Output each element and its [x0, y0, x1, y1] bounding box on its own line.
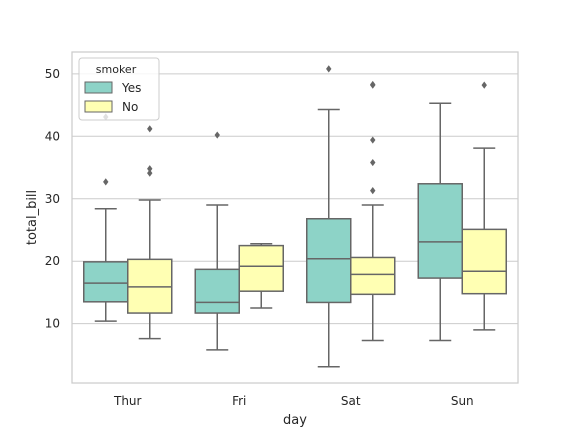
legend-swatch	[84, 100, 113, 113]
outlier-point	[326, 65, 332, 73]
outlier-point	[103, 178, 109, 186]
y-tick-label: 20	[45, 254, 60, 268]
box-no-sun	[461, 81, 507, 331]
outlier-point	[214, 131, 220, 139]
x-tick-label: Sat	[341, 394, 361, 408]
y-tick-label: 40	[45, 129, 60, 143]
box-no-sat	[350, 80, 396, 342]
iqr-box	[194, 268, 240, 314]
box-plot-boxes	[83, 65, 507, 368]
legend-entry-no: No	[84, 100, 138, 114]
axis-ticks: 10 20 30 40 50 Thur Fri Sat Sun	[45, 67, 474, 408]
x-tick-label: Fri	[232, 394, 246, 408]
legend-label: Yes	[121, 81, 141, 95]
iqr-box	[238, 244, 284, 292]
iqr-box	[461, 228, 507, 295]
box-yes-sat	[306, 65, 352, 368]
outlier-point	[370, 136, 376, 144]
y-tick-label: 30	[45, 192, 60, 206]
outlier-point	[370, 158, 376, 167]
outlier-point	[370, 187, 376, 195]
legend-entries: Yes No	[84, 81, 141, 114]
legend-title: smoker	[96, 63, 137, 76]
box-no-fri	[238, 242, 284, 309]
legend-entry-yes: Yes	[84, 81, 141, 95]
box-no-thur	[127, 125, 173, 340]
outlier-point	[147, 165, 153, 173]
iqr-box	[350, 256, 396, 296]
iqr-box	[83, 261, 129, 303]
x-axis-label: day	[283, 413, 307, 428]
box-yes-thur	[83, 113, 129, 322]
box-yes-sun	[417, 102, 463, 342]
legend-swatch	[84, 81, 113, 94]
plot-frame	[71, 51, 519, 384]
x-tick-label: Sun	[451, 394, 474, 408]
legend: smoker Yes No	[78, 57, 160, 121]
outlier-point	[370, 80, 376, 89]
iqr-box	[417, 183, 463, 279]
y-tick-label: 50	[45, 67, 60, 81]
outlier-point	[147, 125, 153, 133]
y-axis-label: total_bill	[25, 190, 40, 245]
y-tick-label: 10	[45, 317, 60, 331]
box-yes-fri	[194, 131, 240, 351]
legend-label: No	[122, 100, 138, 114]
outlier-point	[481, 81, 487, 89]
x-tick-label: Thur	[113, 394, 142, 408]
outlier-point	[147, 169, 153, 177]
iqr-box	[306, 217, 352, 304]
